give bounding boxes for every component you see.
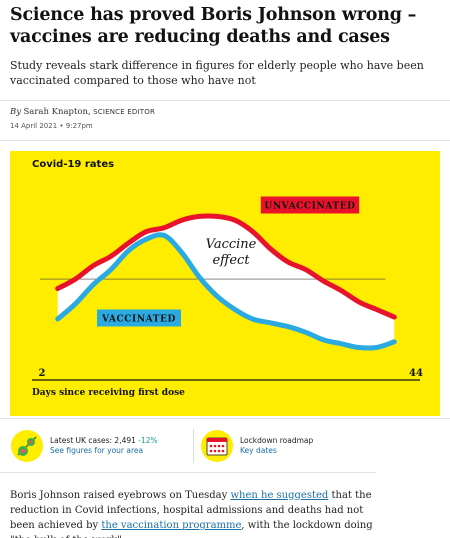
annotation-vaccine-effect: Vaccine <box>206 237 257 252</box>
lockdown-roadmap-label: Lockdown roadmap <box>240 436 314 445</box>
author-link[interactable]: Sarah Knapton, <box>23 107 91 117</box>
covid-rates-chart: Covid-19 rates UNVACCINATED VACCINATED Vac… <box>10 151 440 416</box>
inline-link[interactable]: the vaccination programme <box>101 520 242 531</box>
legend-vaccinated: VACCINATED <box>97 309 181 327</box>
chart-title: Covid-19 rates <box>32 159 114 170</box>
uk-cases-change: -12% <box>138 436 158 445</box>
lockdown-roadmap-text: Lockdown roadmap Key dates <box>240 436 313 456</box>
vaccine-effect-band <box>57 215 395 349</box>
uk-cases-widget[interactable]: Latest UK cases: 2,491 -12% See figures … <box>10 425 158 467</box>
widget-divider <box>193 429 194 463</box>
legend-unvaccinated: UNVACCINATED <box>260 196 360 214</box>
legend-unvaccinated-text: UNVACCINATED <box>264 202 355 212</box>
x-tick-label: 2 <box>39 368 46 379</box>
vaccinated-line <box>55 232 397 351</box>
divider <box>0 140 450 141</box>
calendar-icon <box>201 430 233 462</box>
info-widgets: Latest UK cases: 2,491 -12% See figures … <box>10 425 376 467</box>
divider <box>0 100 450 101</box>
uk-cases-label: Latest UK cases: <box>50 436 113 445</box>
legend-vaccinated-text: VACCINATED <box>101 315 176 325</box>
paragraph-text: that the reduction in Covid infections, … <box>10 490 372 531</box>
article-headline: Science has proved Boris Johnson wrong –… <box>10 5 417 47</box>
divider <box>0 418 450 419</box>
paragraph-text: Boris Johnson raised eyebrows on Tuesday <box>10 490 231 501</box>
paragraph-text: , with the lockdown doing "the bulk of t… <box>10 520 373 538</box>
author-role: Science Editor <box>93 108 156 116</box>
uk-cases-text: Latest UK cases: 2,491 -12% See figures … <box>50 436 158 456</box>
byline-prefix: By <box>10 107 22 117</box>
unvaccinated-line <box>55 213 397 320</box>
annotation-vaccine-effect: effect <box>212 253 250 268</box>
lockdown-roadmap-widget[interactable]: Lockdown roadmap Key dates <box>200 425 313 467</box>
article-paragraph: Boris Johnson raised eyebrows on Tuesday… <box>10 488 376 538</box>
x-axis-label: Days since receiving first dose <box>32 388 185 398</box>
article-standfirst: Study reveals stark difference in figure… <box>10 59 424 87</box>
x-tick-label: 44 <box>409 368 423 379</box>
uk-cases-value: 2,491 <box>114 436 136 445</box>
lockdown-roadmap-link[interactable]: Key dates <box>240 446 277 455</box>
byline: By Sarah Knapton, Science Editor <box>10 107 155 117</box>
inline-link[interactable]: when he suggested <box>230 490 329 501</box>
uk-cases-link[interactable]: See figures for your area <box>50 446 144 455</box>
chart-svg: Covid-19 rates UNVACCINATED VACCINATED Vac… <box>10 151 440 416</box>
divider <box>0 472 376 473</box>
covid-virus-icon <box>11 430 43 462</box>
publish-date: 14 April 2021 • 9:27pm <box>10 122 93 130</box>
